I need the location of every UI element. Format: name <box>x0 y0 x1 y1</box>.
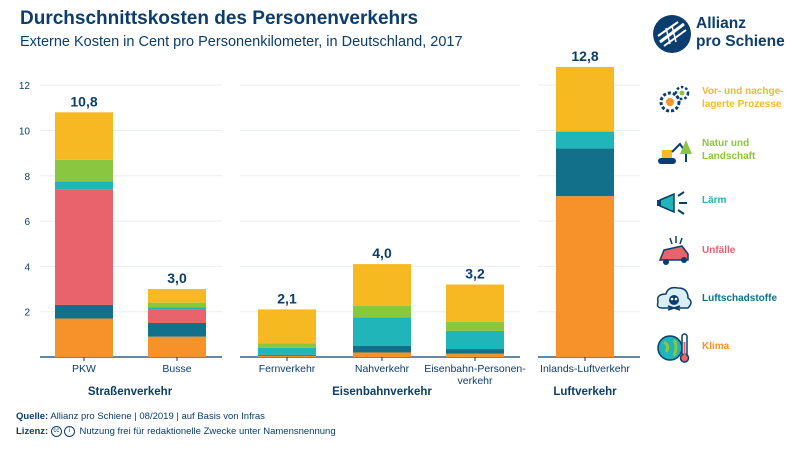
bar-segment-laerm <box>258 347 316 355</box>
legend-item-unfaelle: Unfälle <box>654 232 800 276</box>
legend-item-luftschadstoffe: Luftschadstoffe <box>654 280 800 324</box>
x-category-label: Busse <box>162 363 191 375</box>
group-label: Luftverkehr <box>553 386 617 398</box>
skull-cloud-icon <box>654 280 694 320</box>
bar-total-label: 3,2 <box>465 266 485 282</box>
stacked-bar-chart: 2 4 6 8 10 12 10,8 PKW 3,0 Busse 2,1 Fernverkehr 4,0… <box>19 48 640 398</box>
attribution-badge-icon: i <box>63 426 75 437</box>
x-category-label: Fernverkehr <box>259 363 316 375</box>
legend-label: Natur und Landschaft <box>702 138 756 162</box>
bar-total-label: 12,8 <box>571 48 598 64</box>
group-label: Straßenverkehr <box>88 386 173 398</box>
globe-thermometer-icon <box>654 328 694 368</box>
bar-segment-klima <box>446 353 504 357</box>
bar-total-label: 10,8 <box>70 93 97 109</box>
x-category-label: Inlands-Luftverkehr <box>540 363 630 375</box>
cc-badge-icon: cc <box>50 426 62 437</box>
bar-segment-klima <box>55 318 113 357</box>
bar-segment-prozesse <box>556 67 614 132</box>
x-category-label: verkehr <box>457 375 493 387</box>
y-tick-label: 6 <box>24 217 30 228</box>
y-tick-label: 4 <box>24 262 30 273</box>
bar-segment-natur <box>446 321 504 331</box>
chart-subtitle: Externe Kosten in Cent pro Personenkilom… <box>20 34 463 50</box>
bar-segment-laerm <box>148 307 206 310</box>
bar-segment-natur <box>258 343 316 348</box>
legend-item-natur: Natur und Landschaft <box>654 132 800 176</box>
bar-segment-laerm <box>446 330 504 350</box>
source-line: Quelle: Allianz pro Schiene | 08/2019 | … <box>16 411 265 422</box>
group-label: Eisenbahnverkehr <box>332 386 432 398</box>
bar-segment-luftschadstoffe <box>148 323 206 337</box>
bar-segment-natur <box>55 159 113 182</box>
allianz-logo: Allianz pro Schiene <box>652 14 798 54</box>
bar-segment-prozesse <box>258 309 316 344</box>
chart-title: Durchschnittskosten des Personenverkehrs <box>20 8 419 29</box>
legend-label: Luftschadstoffe <box>702 293 777 304</box>
y-tick-label: 12 <box>19 81 31 92</box>
bar-segment-klima <box>258 355 316 357</box>
bar-segment-luftschadstoffe <box>353 345 411 353</box>
legend-label: Unfälle <box>702 245 736 256</box>
bar-segment-luftschadstoffe <box>55 304 113 319</box>
bar-segment-luftschadstoffe <box>556 148 614 197</box>
license-label: Lizenz: <box>16 426 49 438</box>
x-category-label: PKW <box>72 363 96 375</box>
y-tick-label: 2 <box>24 308 30 319</box>
legend-label: Vor- und nachge-lagerte Prozesse <box>702 86 784 110</box>
gears-icon <box>654 80 694 120</box>
bar-total-label: 2,1 <box>277 290 297 306</box>
license-text: Nutzung frei für redaktionelle Zwecke un… <box>79 426 336 438</box>
bar-segment-prozesse <box>446 284 504 322</box>
source-label: Quelle: <box>16 411 49 422</box>
logo-line2: pro Schiene <box>696 33 785 50</box>
car-crash-icon <box>654 232 694 272</box>
excavator-tree-icon <box>654 132 694 172</box>
bar-segment-laerm <box>55 181 113 190</box>
bar-segment-luftschadstoffe <box>446 349 504 354</box>
logo-line1: Allianz <box>696 15 746 32</box>
legend-label: Klima <box>702 341 730 352</box>
x-category-label: Nahverkehr <box>355 363 410 375</box>
bar-segment-klima <box>556 196 614 357</box>
legend-label: Lärm <box>702 195 727 206</box>
bar-segment-klima <box>353 352 411 357</box>
legend-item-prozesse: Vor- und nachge-lagerte Prozesse <box>654 80 800 124</box>
bar-segment-prozesse <box>353 264 411 307</box>
bar-segment-klima <box>148 336 206 357</box>
bar-segment-laerm <box>556 131 614 149</box>
source-text: Allianz pro Schiene | 08/2019 | auf Basi… <box>50 411 265 422</box>
bar-segment-prozesse <box>148 289 206 303</box>
license-line: Lizenz: cc i Nutzung frei für redaktionel… <box>16 426 336 437</box>
megaphone-icon <box>654 182 694 222</box>
bar-total-label: 4,0 <box>372 245 392 261</box>
bar-segment-prozesse <box>55 112 113 160</box>
x-category-label: Eisenbahn-Personen- <box>424 363 526 375</box>
bar-total-label: 3,0 <box>167 270 187 286</box>
legend-item-laerm: Lärm <box>654 182 800 226</box>
bar-segment-unfaelle <box>148 309 206 324</box>
y-tick-label: 8 <box>24 172 30 183</box>
bar-segment-luftschadstoffe <box>258 354 316 356</box>
y-tick-label: 10 <box>19 126 31 137</box>
bar-segment-natur <box>148 302 206 308</box>
legend-item-klima: Klima <box>654 328 800 372</box>
allianz-logo-icon <box>653 15 691 53</box>
bar-segment-natur <box>353 306 411 318</box>
bar-segment-unfaelle <box>55 189 113 305</box>
bar-segment-laerm <box>353 317 411 346</box>
